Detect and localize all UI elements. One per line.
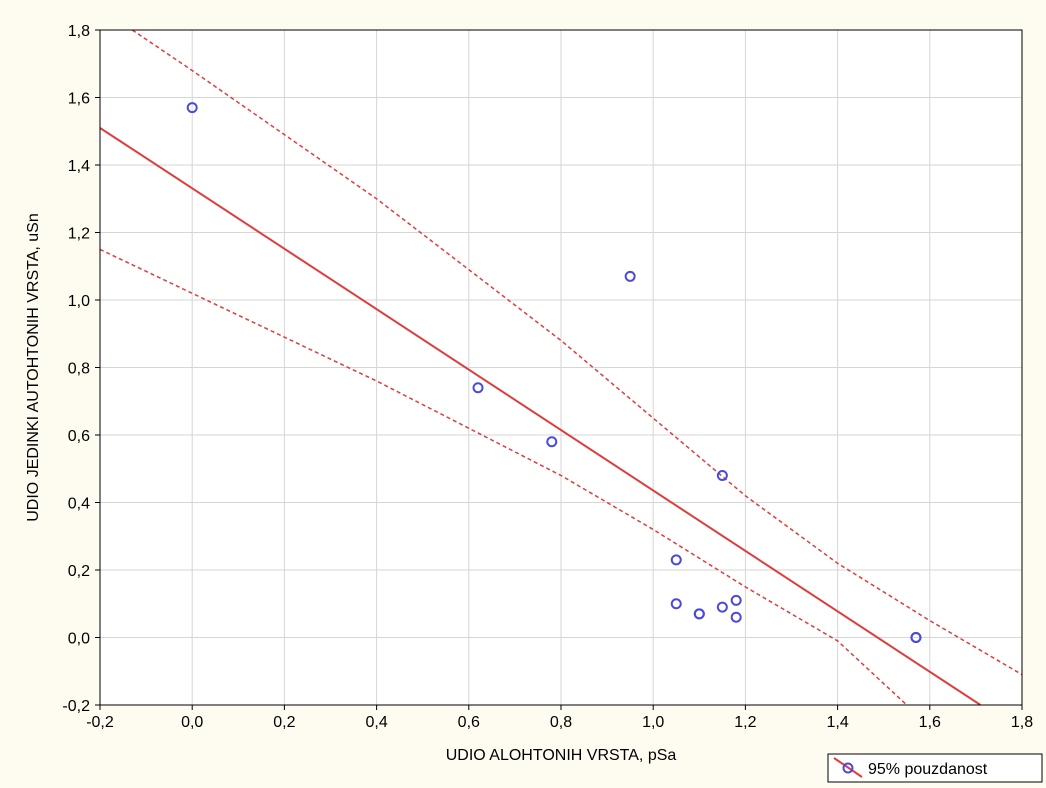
legend: 95% pouzdanost [827,753,1043,783]
regression-line [100,127,982,705]
data-point [472,382,484,394]
data-point [670,598,682,610]
confidence-band-upper [131,30,1022,676]
legend-line-swatch [833,757,863,778]
x-axis-label: UDIO ALOHTONIH VRSTA, pSa [446,747,677,764]
x-tick-label: 1,0 [642,714,664,731]
data-point [624,270,636,282]
y-tick-label: 0,4 [68,496,90,513]
data-point [186,102,198,114]
y-tick-label: 0,8 [68,361,90,378]
y-tick-label: 1,4 [68,158,90,175]
x-tick-label: 1,2 [734,714,756,731]
y-tick-label: 1,6 [68,91,90,108]
x-tick-label: 0,4 [365,714,387,731]
data-point [730,611,742,623]
data-point [716,470,728,481]
y-tick-label: -0,2 [62,698,90,715]
data-point [716,601,728,613]
y-tick-label: 1,8 [68,23,90,40]
plot-content [100,30,1022,705]
y-tick-label: 0,2 [68,563,90,580]
y-tick-label: 1,2 [68,226,90,243]
data-point [730,594,742,606]
legend-label: 95% pouzdanost [868,761,988,778]
tick-labels: -0,2 0,0 0,2 0,4 0,6 0,8 1,0 1,2 1,4 1,6 1,8 -0,2 0,… [62,23,1033,731]
legend-marker-swatch [842,762,854,774]
x-tick-label: 0,6 [458,714,480,731]
data-point [693,608,705,620]
x-tick-label: 1,4 [826,714,848,731]
x-tick-label: 0,0 [181,714,203,731]
y-tick-label: 0,0 [68,631,90,648]
x-tick-label: 0,8 [550,714,572,731]
y-axis-label: UDIO JEDINKI AUTOHTONIH VRSTA, uSn [25,213,42,522]
confidence-band-lower [100,248,908,705]
data-point [910,632,922,643]
x-tick-label: 0,2 [273,714,295,731]
x-tick-label: 1,8 [1011,714,1033,731]
y-tick-label: 1,0 [68,293,90,310]
data-point [670,554,682,566]
x-tick-label: 1,6 [919,714,941,731]
legend-box [827,753,1043,783]
data-point [546,436,558,448]
y-tick-label: 0,6 [68,428,90,445]
x-tick-label: -0,2 [86,714,114,731]
